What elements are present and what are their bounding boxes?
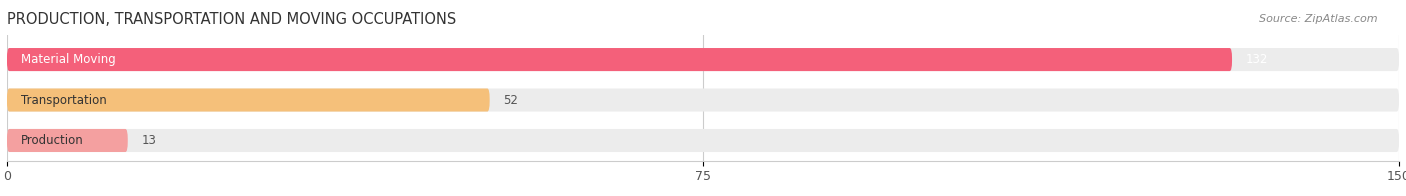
Text: 13: 13	[142, 134, 156, 147]
FancyBboxPatch shape	[7, 129, 128, 152]
FancyBboxPatch shape	[7, 129, 1399, 152]
Text: 132: 132	[1246, 53, 1268, 66]
Text: Production: Production	[21, 134, 84, 147]
Text: Source: ZipAtlas.com: Source: ZipAtlas.com	[1260, 14, 1378, 24]
Text: Material Moving: Material Moving	[21, 53, 115, 66]
FancyBboxPatch shape	[7, 88, 489, 112]
FancyBboxPatch shape	[7, 48, 1232, 71]
Text: PRODUCTION, TRANSPORTATION AND MOVING OCCUPATIONS: PRODUCTION, TRANSPORTATION AND MOVING OC…	[7, 12, 457, 27]
Text: Transportation: Transportation	[21, 93, 107, 106]
Text: 52: 52	[503, 93, 519, 106]
FancyBboxPatch shape	[7, 48, 1399, 71]
FancyBboxPatch shape	[7, 88, 1399, 112]
